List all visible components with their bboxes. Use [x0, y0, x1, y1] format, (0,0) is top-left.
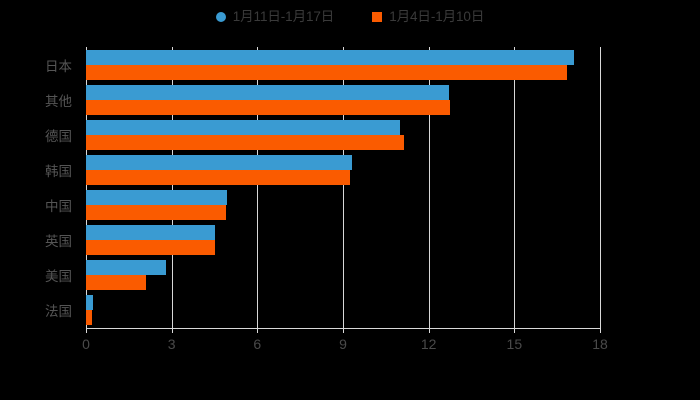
- bar-英国-series-0[interactable]: [86, 225, 215, 241]
- legend-item-series-1[interactable]: 1月4日-1月10日: [372, 10, 484, 24]
- y-axis-label-英国: 英国: [45, 234, 72, 250]
- bar-法国-series-1[interactable]: [86, 310, 92, 326]
- y-axis-label-日本: 日本: [45, 58, 72, 74]
- legend-label-series-0: 1月11日-1月17日: [232, 9, 335, 25]
- bar-group: [86, 154, 600, 185]
- x-tick-mark-18: [600, 328, 601, 333]
- gridline-6: [257, 47, 259, 328]
- bar-group: [86, 295, 600, 326]
- legend-square-icon: [372, 12, 383, 22]
- y-axis-label-德国: 德国: [45, 128, 72, 144]
- x-tick-mark-12: [428, 328, 430, 333]
- bar-group: [86, 49, 600, 80]
- bar-韩国-series-1[interactable]: [86, 169, 351, 185]
- x-tick-label-12: 12: [420, 336, 437, 352]
- x-tick-mark-6: [257, 328, 259, 333]
- gridline-9: [343, 47, 344, 328]
- gridline-12: [428, 47, 430, 328]
- bar-德国-series-0[interactable]: [86, 119, 401, 135]
- bar-英国-series-1[interactable]: [86, 240, 215, 256]
- bar-德国-series-1[interactable]: [86, 134, 405, 150]
- legend-item-series-0[interactable]: 1月11日-1月17日: [215, 9, 335, 25]
- x-tick-label-15: 15: [506, 336, 523, 352]
- bar-group: [86, 190, 600, 221]
- bar-group: [86, 225, 600, 256]
- legend-label-series-1: 1月4日-1月10日: [389, 9, 485, 25]
- x-tick-mark-15: [514, 328, 516, 333]
- bar-美国-series-1[interactable]: [86, 275, 146, 291]
- bar-group: [86, 119, 600, 150]
- x-tick-mark-3: [171, 328, 173, 333]
- x-tick-label-9: 9: [339, 336, 347, 352]
- x-tick-label-18: 18: [592, 336, 608, 352]
- chart-legend: 1月11日-1月17日 1月4日-1月10日: [0, 6, 700, 28]
- bar-其他-series-0[interactable]: [86, 84, 449, 100]
- bar-韩国-series-0[interactable]: [86, 154, 352, 170]
- y-axis-label-韩国: 韩国: [45, 163, 72, 179]
- y-axis-label-法国: 法国: [45, 304, 72, 320]
- gridline-18: [600, 47, 601, 328]
- gridline-0: [86, 47, 87, 328]
- y-axis-label-中国: 中国: [45, 199, 72, 215]
- gridline-15: [514, 47, 516, 328]
- x-tick-mark-9: [343, 328, 344, 333]
- x-tick-label-0: 0: [82, 336, 90, 352]
- x-tick-label-6: 6: [253, 336, 262, 352]
- plot-area: [86, 47, 601, 328]
- bar-其他-series-1[interactable]: [86, 99, 451, 115]
- y-axis-label-美国: 美国: [45, 269, 72, 285]
- bar-中国-series-0[interactable]: [86, 190, 228, 206]
- x-tick-mark-0: [86, 328, 87, 333]
- gridline-3: [171, 47, 173, 328]
- y-axis-labels: 日本其他德国韩国中国英国美国法国: [0, 47, 80, 328]
- bar-group: [86, 260, 600, 291]
- bar-法国-series-0[interactable]: [86, 295, 94, 311]
- legend-dot-icon: [215, 12, 226, 22]
- bar-中国-series-1[interactable]: [86, 205, 226, 221]
- bar-美国-series-0[interactable]: [86, 260, 166, 276]
- bar-日本-series-1[interactable]: [86, 64, 568, 80]
- y-axis-label-其他: 其他: [45, 93, 72, 109]
- bar-日本-series-0[interactable]: [86, 49, 575, 65]
- bar-group: [86, 84, 600, 115]
- x-tick-label-3: 3: [167, 336, 176, 352]
